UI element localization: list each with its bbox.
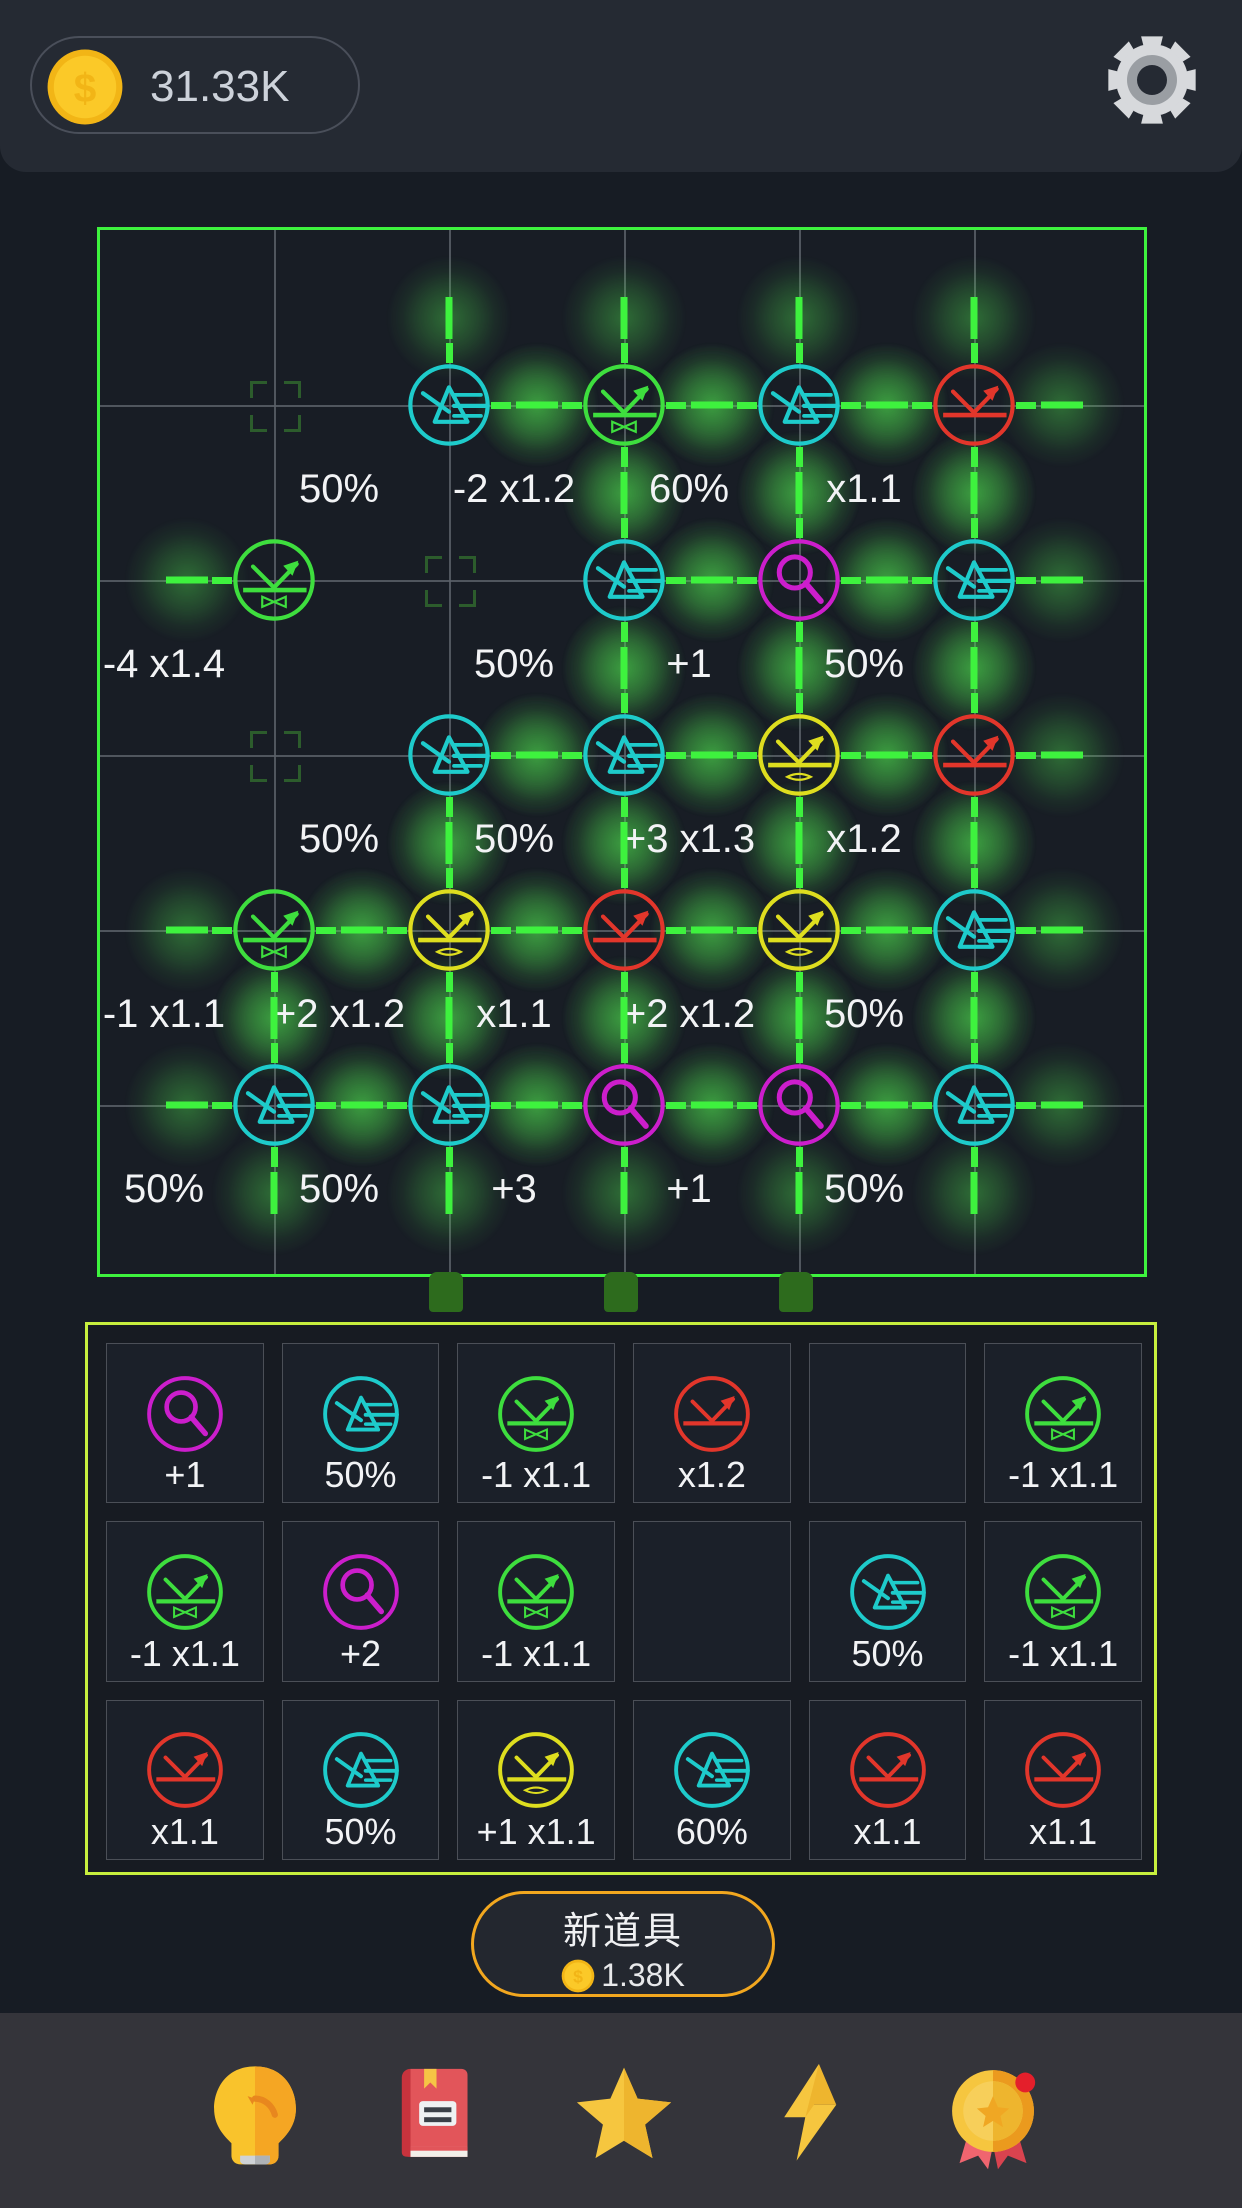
svg-text:$: $ [573,1966,583,1986]
svg-text:$: $ [74,65,97,111]
